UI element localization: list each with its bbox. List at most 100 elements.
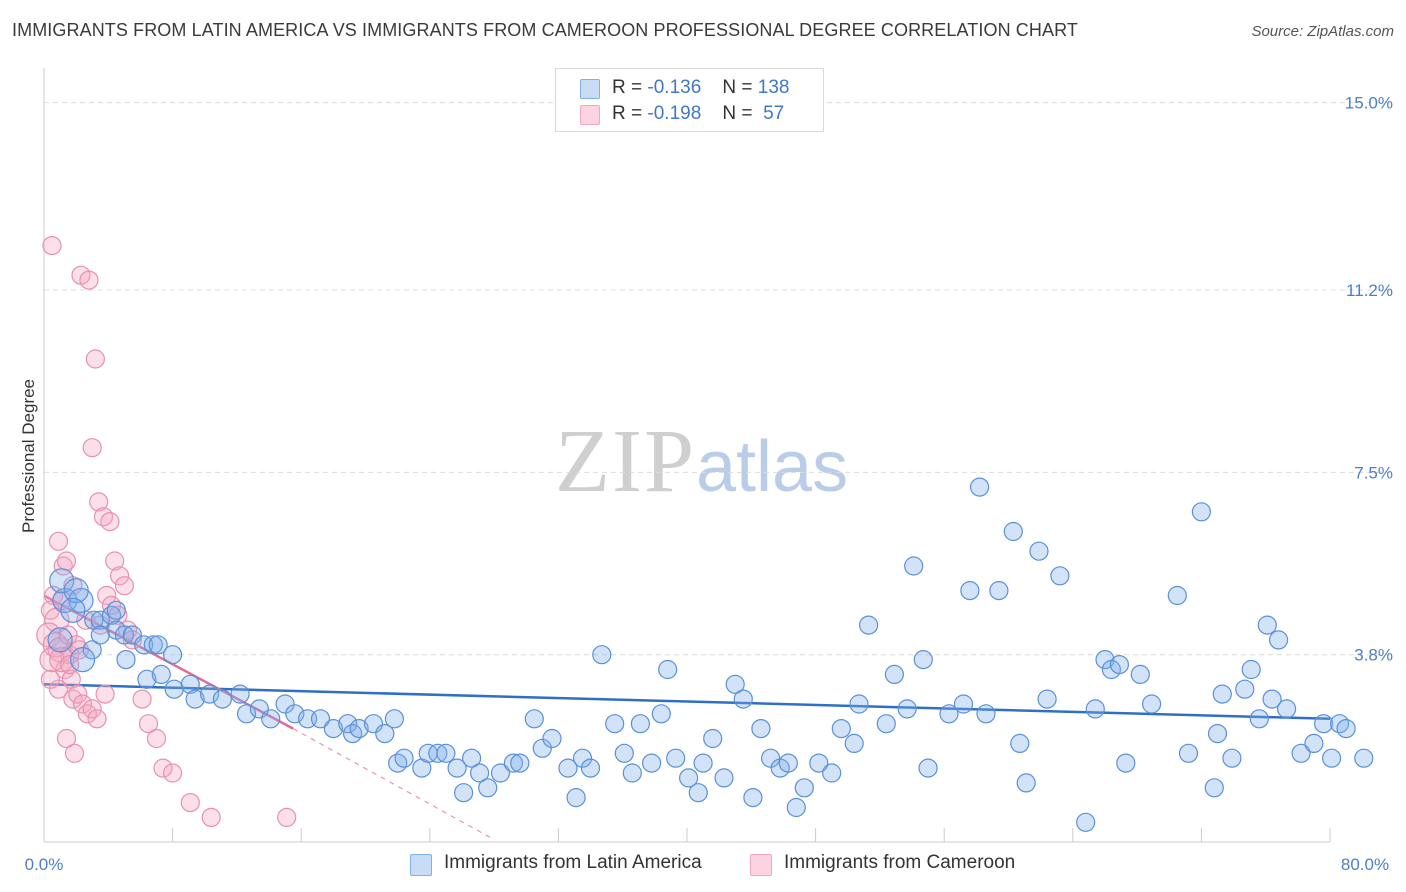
latin-america-point <box>1016 773 1036 793</box>
latin-america-point <box>164 679 184 699</box>
latin-america-point <box>230 684 250 704</box>
latin-america-point <box>338 714 358 734</box>
latin-america-point <box>751 718 771 739</box>
cameroon-point <box>89 492 109 512</box>
stats-n-value: 138 <box>757 77 790 98</box>
latin-america-point <box>1241 659 1261 680</box>
cameroon-point <box>72 694 93 714</box>
cameroon-point <box>114 576 135 596</box>
cameroon-point <box>40 669 61 689</box>
cameroon-point <box>97 585 117 606</box>
legend-swatch-latin-america <box>410 854 432 876</box>
y-tick-label: 15.0% <box>1345 94 1393 113</box>
latin-america-point <box>275 694 295 714</box>
latin-america-point <box>566 787 586 808</box>
latin-america-point <box>897 699 917 719</box>
latin-america-point <box>1204 778 1224 798</box>
stats-r-value: -0.198 <box>647 103 702 124</box>
stats-n-label: N = <box>722 103 753 124</box>
latin-america-point <box>114 625 135 645</box>
latin-america-point <box>470 763 490 783</box>
cameroon-point <box>39 646 65 673</box>
latin-america-point <box>310 709 331 729</box>
latin-america-point <box>1257 615 1277 635</box>
latin-america-point <box>809 753 829 773</box>
latin-america-point <box>786 797 806 818</box>
x-tick-label: 80.0% <box>1341 855 1389 874</box>
latin-america-point <box>384 709 404 729</box>
latin-america-point <box>989 580 1009 601</box>
latin-america-point <box>1191 502 1212 522</box>
latin-america-point <box>60 597 86 623</box>
stats-n-label: N = <box>722 77 753 98</box>
latin-america-point <box>630 714 651 734</box>
latin-america-point <box>831 718 851 739</box>
trend-lines <box>43 594 1331 841</box>
latin-america-point <box>143 635 163 655</box>
latin-america-point <box>180 674 200 694</box>
latin-america-point <box>849 694 869 714</box>
cameroon-point <box>82 438 102 458</box>
cameroon-point <box>105 551 125 571</box>
latin-america-point <box>1037 689 1057 709</box>
latin-america-point <box>212 689 232 709</box>
latin-america-point <box>678 768 699 788</box>
latin-america-point <box>503 753 524 773</box>
latin-america-point <box>960 580 980 601</box>
latin-america-point <box>134 635 154 655</box>
y-tick-label: 11.2% <box>1346 281 1393 300</box>
cameroon-point <box>138 714 159 734</box>
legend-swatch-cameroon <box>750 854 772 876</box>
latin-america-point <box>1329 714 1350 734</box>
latin-america-point <box>323 718 343 739</box>
y-tick-label: 7.5% <box>1354 463 1393 482</box>
latin-america-point <box>82 640 102 660</box>
latin-america-point <box>1116 753 1136 773</box>
latin-america-point <box>743 787 763 808</box>
latin-america-point <box>1268 630 1289 650</box>
cameroon-point <box>109 566 130 586</box>
latin-america-point <box>953 694 974 714</box>
latin-america-point <box>1029 541 1049 561</box>
cameroon-point <box>44 607 70 633</box>
latin-america-point <box>542 728 562 749</box>
cameroon-point <box>79 270 99 290</box>
latin-america-point <box>510 753 530 773</box>
latin-america-point <box>478 778 498 798</box>
legend-label-cameroon: Immigrants from Cameroon <box>784 852 1016 873</box>
latin-america-point <box>641 753 662 773</box>
latin-america-point <box>1276 699 1297 719</box>
latin-america-point <box>904 556 924 576</box>
latin-america-point <box>532 738 552 758</box>
cameroon-point <box>87 709 107 729</box>
latin-america-point <box>1249 709 1269 729</box>
y-tick-label: 3.8% <box>1354 646 1393 665</box>
latin-america-point <box>349 718 369 739</box>
latin-america-point <box>151 664 171 685</box>
latin-america-point <box>375 723 395 744</box>
latin-america-point <box>1178 743 1199 763</box>
cameroon-point <box>60 654 80 675</box>
stats-r-label: R = <box>612 103 643 124</box>
latin-america-point <box>490 763 511 783</box>
latin-america-point <box>1003 521 1023 542</box>
series-cameroon-points <box>36 236 297 828</box>
latin-america-point <box>1010 733 1030 754</box>
latin-america-point <box>976 704 996 724</box>
chart-title: IMMIGRANTS FROM LATIN AMERICA VS IMMIGRA… <box>12 20 1078 40</box>
cameroon-point <box>48 679 69 699</box>
latin-america-point <box>651 704 671 724</box>
latin-america-point <box>1354 748 1374 768</box>
latin-america-point <box>1262 689 1282 709</box>
latin-america-point <box>394 748 414 768</box>
latin-america-point <box>778 753 798 773</box>
latin-america-point <box>1095 649 1115 670</box>
cameroon-point <box>85 349 106 369</box>
latin-america-point <box>605 714 625 734</box>
grid-lines <box>44 102 1392 656</box>
latin-america-point <box>760 748 781 768</box>
latin-america-point <box>90 625 110 645</box>
y-axis-label: Professional Degree <box>19 379 38 533</box>
latin-america-point <box>688 783 708 803</box>
